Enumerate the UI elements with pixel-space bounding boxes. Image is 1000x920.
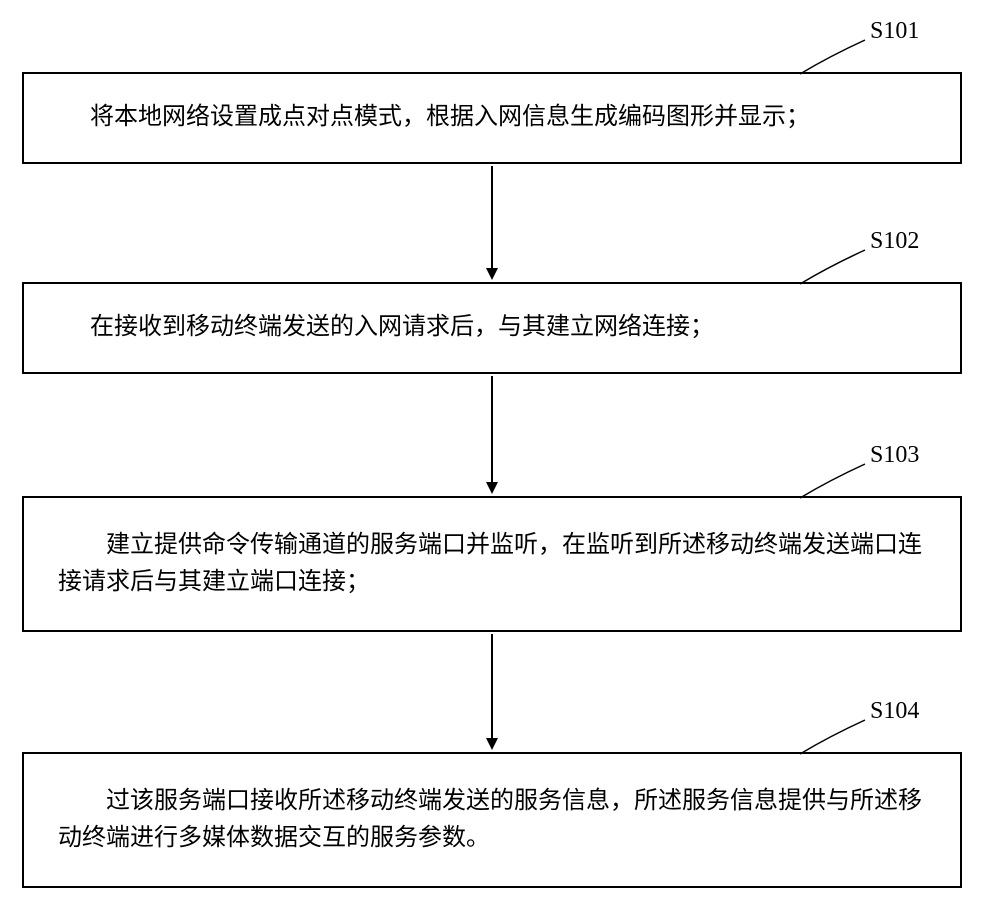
flow-arrow xyxy=(480,164,504,282)
flowchart-canvas: 将本地网络设置成点对点模式，根据入网信息生成编码图形并显示； S101 在接收到移动… xyxy=(0,0,1000,920)
step-text: 建立提供命令传输通道的服务端口并监听，在监听到所述移动终端发送端口连接请求后与其… xyxy=(58,527,926,601)
flow-arrow xyxy=(480,632,504,752)
step-s104: 过该服务端口接收所述移动终端发送的服务信息，所述服务信息提供与所述移动终端进行多… xyxy=(22,752,962,888)
step-text: 将本地网络设置成点对点模式，根据入网信息生成编码图形并显示； xyxy=(54,99,930,136)
flow-arrow xyxy=(480,374,504,496)
step-label: S102 xyxy=(870,228,919,255)
step-label: S103 xyxy=(870,442,919,469)
label-leader xyxy=(796,36,869,78)
step-text: 过该服务端口接收所述移动终端发送的服务信息，所述服务信息提供与所述移动终端进行多… xyxy=(58,783,926,857)
step-s103: 建立提供命令传输通道的服务端口并监听，在监听到所述移动终端发送端口连接请求后与其… xyxy=(22,496,962,632)
label-leader xyxy=(796,246,869,288)
step-text: 在接收到移动终端发送的入网请求后，与其建立网络连接； xyxy=(54,309,930,346)
step-label: S104 xyxy=(870,698,919,725)
step-s101: 将本地网络设置成点对点模式，根据入网信息生成编码图形并显示； xyxy=(22,72,962,164)
step-label: S101 xyxy=(870,18,919,45)
label-leader xyxy=(796,716,869,758)
label-leader xyxy=(796,460,869,502)
step-s102: 在接收到移动终端发送的入网请求后，与其建立网络连接； xyxy=(22,282,962,374)
